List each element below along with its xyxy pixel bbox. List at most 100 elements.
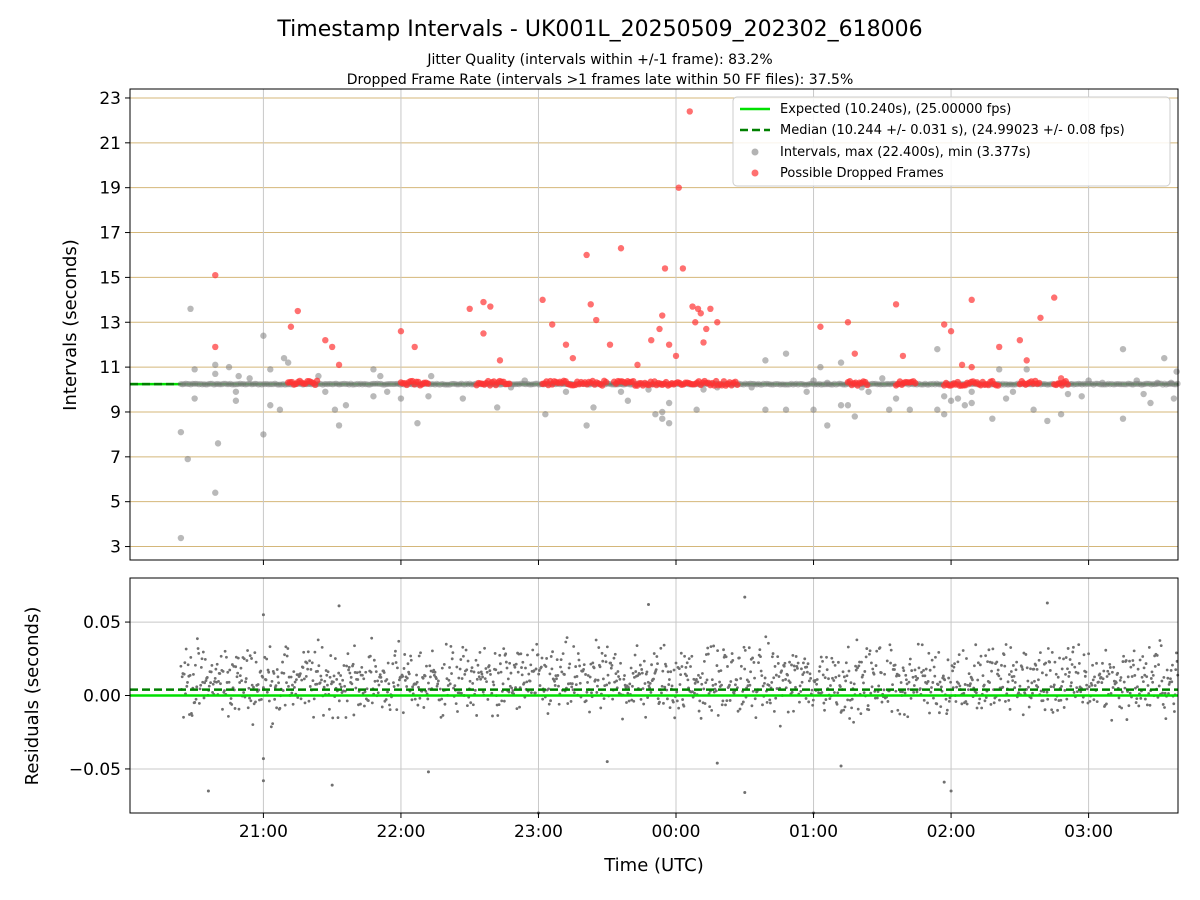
interval-point [920,381,927,388]
interval-point [364,381,371,388]
residual-point [301,666,305,669]
residual-point [244,677,248,680]
residual-point [223,649,227,653]
residual-point [875,649,879,653]
residual-point [808,672,812,676]
residual-point [410,698,414,702]
residual-point [253,651,257,655]
residual-point [497,703,501,707]
residual-point [721,699,725,703]
residual-point [1114,681,1118,685]
interval-point [271,380,278,387]
residual-point [1099,676,1103,679]
residual-point [485,680,488,683]
residual-point [246,706,250,710]
interval-point [225,363,233,371]
interval-point [810,406,817,413]
residual-point [274,684,278,688]
residual-point [378,673,382,677]
interval-point [225,381,232,388]
residual-point [953,662,956,665]
residual-point [742,645,746,649]
residual-point [338,682,342,686]
residual-point [1009,646,1013,649]
residual-point [1169,677,1172,681]
residual-point [594,678,597,682]
interval-point [1120,381,1127,388]
residual-point [403,653,407,656]
interval-point [1138,381,1145,388]
interval-point [356,381,363,388]
residual-point [646,602,650,606]
residual-point [409,658,413,662]
residual-point [366,699,370,703]
residual-point [820,691,824,694]
residual-point [510,686,514,690]
residual-point [882,688,886,692]
residual-point [1065,697,1069,701]
residual-point [931,681,935,684]
residual-point [1070,681,1073,685]
dropped-frame-point [947,328,955,335]
dropped-frame-point [480,298,487,306]
residual-point [197,651,201,655]
interval-point [382,381,389,388]
residual-point [609,666,613,670]
interval-point [433,380,440,387]
residual-point [374,670,378,674]
y-tick-label: 5 [110,493,121,513]
residual-point [1105,675,1109,678]
residual-point [722,648,725,652]
residual-point [815,678,819,681]
dropped-frame-point [328,343,336,351]
residual-point [240,679,244,683]
residual-point [740,702,744,706]
interval-point [652,411,659,418]
dropped-frame-point [863,381,871,389]
interval-point [260,332,267,339]
residual-point [228,668,232,672]
residual-point [570,685,574,689]
residual-point [322,713,325,717]
intervals-y-axis-label: Intervals (seconds) [60,239,81,411]
residual-point [1127,704,1131,708]
residual-point [891,683,894,687]
interval-point [334,381,341,388]
residual-point [776,655,780,659]
residual-point [180,675,184,679]
y-tick-label: 7 [110,448,121,468]
residual-point [201,650,205,654]
residual-point [431,649,434,653]
interval-point [961,402,969,409]
residual-point [981,674,985,678]
dropped-frame-point [602,378,610,386]
dropped-frame-point [1016,337,1024,344]
residual-point [831,676,834,680]
interval-point [790,381,797,388]
residual-point [883,672,887,676]
residual-point [283,703,287,707]
residual-point [790,690,794,694]
residual-point [743,595,747,599]
residual-point [574,665,578,668]
residual-point [541,697,545,701]
interval-point [838,380,845,387]
interval-point [1141,381,1148,388]
residual-point [990,669,993,673]
residual-point [702,660,706,663]
x-tick-label: 21:00 [239,822,288,842]
interval-point [814,381,821,388]
residual-point [440,666,444,670]
residual-point [184,647,188,651]
interval-point [267,366,274,373]
residual-point [930,686,933,689]
residual-point [817,669,821,673]
residual-point [1022,651,1026,655]
residual-point [423,674,427,678]
residual-point [839,764,843,768]
residual-point [183,661,187,665]
y-tick-label: 13 [99,313,121,333]
residual-point [905,682,909,686]
residual-point [777,675,781,678]
residual-point [344,716,348,719]
